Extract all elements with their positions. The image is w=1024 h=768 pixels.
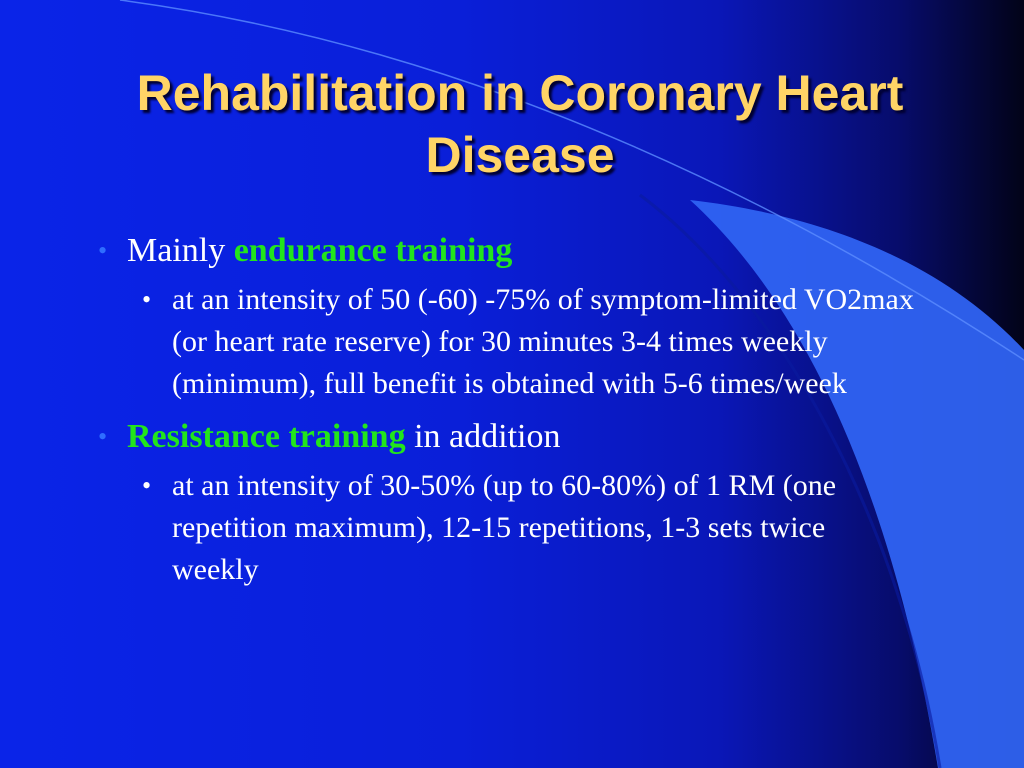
swoosh-shape <box>690 200 1024 768</box>
bullet-suffix: in addition <box>405 418 561 455</box>
bullet-highlight: endurance training <box>233 232 513 269</box>
swoosh-line-lower <box>639 193 942 768</box>
bullet-endurance-training: • Mainly endurance training <box>88 229 918 273</box>
slide-title: Rehabilitation in Coronary Heart Disease <box>136 65 904 183</box>
sub-bullet-text: at an intensity of 30-50% (up to 60-80%)… <box>172 469 837 586</box>
sub-bullet-text: at an intensity of 50 (-60) -75% of symp… <box>172 283 914 400</box>
sub-bullet-endurance-intensity: • at an intensity of 50 (-60) -75% of sy… <box>88 279 918 405</box>
slide-content: • Mainly endurance training • at an inte… <box>88 225 918 601</box>
bullet-icon: • <box>98 236 108 265</box>
swoosh-line-upper <box>119 0 1024 361</box>
bullet-icon: • <box>98 422 108 451</box>
bullet-icon: • <box>142 285 152 314</box>
sub-bullet-resistance-intensity: • at an intensity of 30-50% (up to 60-80… <box>88 465 918 591</box>
bullet-prefix: Mainly <box>127 232 234 269</box>
bullet-highlight: Resistance training <box>127 418 406 455</box>
bullet-icon: • <box>142 471 152 500</box>
bullet-resistance-training: • Resistance training in addition <box>88 415 918 459</box>
